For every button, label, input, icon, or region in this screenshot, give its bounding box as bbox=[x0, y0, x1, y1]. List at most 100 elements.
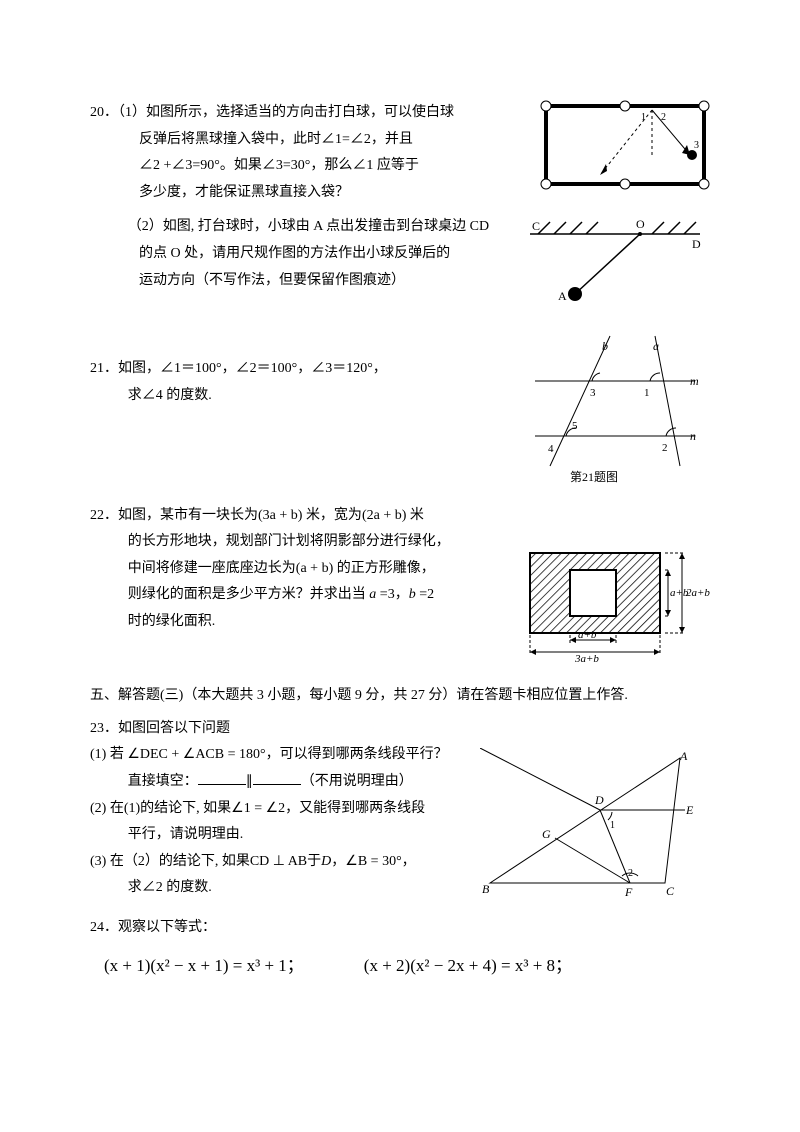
q20-p2l2: 的点 O 处，请用尺规作图的方法作出小球反弹后的 bbox=[90, 241, 510, 268]
svg-text:E: E bbox=[685, 803, 694, 817]
q24-num: 24． bbox=[90, 920, 118, 935]
svg-text:F: F bbox=[624, 885, 633, 898]
q23-p2c: ，又能得到哪两条线段 bbox=[285, 801, 425, 816]
q23-p3f: ∠B bbox=[345, 854, 367, 869]
q23-p3g: = 30°， bbox=[367, 854, 416, 869]
q24-eq2: (x + 2)(x² − 2x + 4) = x³ + 8； bbox=[364, 950, 572, 982]
q24-l0: 观察以下等式： bbox=[118, 920, 216, 935]
q22-l3c: 的正方形雕像， bbox=[333, 561, 435, 576]
q23-fig: A B C D E F G 1 2 bbox=[470, 742, 710, 909]
q22-l4d: b bbox=[409, 587, 416, 602]
q22-l1e: 米 bbox=[406, 508, 424, 523]
q23-p3a: (3) 在（2）的结论下, 如果 bbox=[90, 854, 250, 869]
q23-l0: 如图回答以下问题 bbox=[118, 721, 230, 736]
q23-p3e: ， bbox=[331, 854, 345, 869]
q23-p2a: (2) 在(1)的结论下, 如果 bbox=[90, 801, 231, 816]
svg-text:第21题图: 第21题图 bbox=[570, 470, 618, 484]
q21-l1: 如图，∠1＝100°，∠2＝100°，∠3＝120°， bbox=[118, 361, 387, 376]
svg-text:5: 5 bbox=[572, 420, 578, 432]
q21-l2: 求∠4 的度数. bbox=[90, 383, 500, 410]
q22-text: 22．如图，某市有一块长为(3a + b) 米，宽为(2a + b) 米 的长方… bbox=[90, 503, 510, 636]
q20-fig2: C O D A bbox=[510, 214, 710, 320]
svg-text:1: 1 bbox=[641, 112, 646, 123]
svg-text:G: G bbox=[542, 827, 551, 841]
q22-l3b: (a + b) bbox=[296, 561, 333, 576]
q23-p3h: 求∠2 的度数. bbox=[90, 875, 470, 902]
section5-heading: 五、解答题(三)（本大题共 3 小题，每小题 9 分，共 27 分）请在答题卡相… bbox=[90, 683, 710, 710]
q23: (1) 若 ∠DEC + ∠ACB = 180°，可以得到哪两条线段平行？ 直接… bbox=[90, 742, 710, 909]
q24-eqs: (x + 1)(x² − x + 1) = x³ + 1； (x + 2)(x²… bbox=[90, 950, 710, 982]
q22-l4e: =2 bbox=[416, 587, 434, 602]
q20-p1l2: 反弹后将黑球撞入袋中，此时∠1=∠2，并且 bbox=[90, 127, 530, 154]
q23-blank2[interactable] bbox=[253, 770, 301, 785]
svg-text:1: 1 bbox=[610, 820, 615, 831]
q22-l1a: 如图，某市有一块长为 bbox=[118, 508, 258, 523]
q24-eq1: (x + 1)(x² − x + 1) = x³ + 1； bbox=[104, 950, 304, 982]
svg-text:n: n bbox=[690, 429, 696, 443]
svg-text:2: 2 bbox=[661, 112, 666, 123]
q23-p2d: 平行，请说明理由. bbox=[90, 822, 470, 849]
svg-text:3a+b: 3a+b bbox=[574, 653, 599, 663]
q23-p3c: 于 bbox=[307, 854, 321, 869]
q20-p1l1: （1）如图所示，选择适当的方向击打白球，可以使白球 bbox=[118, 105, 454, 120]
svg-text:A: A bbox=[679, 749, 688, 763]
svg-text:C: C bbox=[532, 219, 540, 233]
q20-text2: （2）如图, 打台球时，小球由 A 点出发撞击到台球桌边 CD 的点 O 处，请… bbox=[90, 214, 510, 294]
q23-sep: ∥ bbox=[246, 774, 253, 789]
q23-p3d: D bbox=[321, 854, 331, 869]
q23-p2b: ∠1 = ∠2 bbox=[231, 801, 285, 816]
q23-head: 23．如图回答以下问题 bbox=[90, 716, 710, 743]
q21-num: 21． bbox=[90, 361, 118, 376]
svg-text:b: b bbox=[602, 339, 608, 353]
q23-p1d: 直接填空： bbox=[128, 774, 198, 789]
q20-num: 20． bbox=[90, 105, 118, 120]
q23-p1e: （不用说明理由） bbox=[301, 774, 413, 789]
q23-num: 23． bbox=[90, 721, 118, 736]
q20-part1: 20．（1）如图所示，选择适当的方向击打白球，可以使白球 反弹后将黑球撞入袋中，… bbox=[90, 100, 710, 206]
svg-text:a+b: a+b bbox=[578, 629, 597, 641]
svg-text:B: B bbox=[482, 882, 490, 896]
q22-l2: 的长方形地块，规划部门计划将阴影部分进行绿化， bbox=[90, 529, 510, 556]
q22-l4c: =3， bbox=[376, 587, 408, 602]
svg-text:3: 3 bbox=[590, 387, 596, 399]
q22-l1d: (2a + b) bbox=[362, 508, 406, 523]
svg-text:2: 2 bbox=[628, 868, 633, 879]
q20-p2l3: 运动方向（不写作法，但要保留作图痕迹） bbox=[90, 268, 510, 295]
q20-part2: （2）如图, 打台球时，小球由 A 点出发撞击到台球桌边 CD 的点 O 处，请… bbox=[90, 214, 710, 320]
svg-text:A: A bbox=[558, 289, 567, 303]
q20-p2l1: （2）如图, 打台球时，小球由 A 点出发撞击到台球桌边 CD bbox=[90, 214, 510, 241]
q22-l5: 时的绿化面积. bbox=[90, 609, 510, 636]
q23-p1b: ∠DEC + ∠ACB = 180° bbox=[127, 747, 265, 762]
q20-p1l3: ∠2 +∠3=90°。如果∠3=30°，那么∠1 应等于 bbox=[90, 153, 530, 180]
svg-text:4: 4 bbox=[548, 443, 554, 455]
svg-text:D: D bbox=[594, 793, 604, 807]
svg-text:1: 1 bbox=[644, 387, 650, 399]
svg-text:2a+b: 2a+b bbox=[686, 587, 710, 599]
q22-l1b: (3a + b) bbox=[258, 508, 302, 523]
q21-text: 21．如图，∠1＝100°，∠2＝100°，∠3＝120°， 求∠4 的度数. bbox=[90, 326, 500, 409]
q23-p1c: ，可以得到哪两条线段平行？ bbox=[266, 747, 448, 762]
svg-text:O: O bbox=[636, 217, 645, 231]
q23-text: (1) 若 ∠DEC + ∠ACB = 180°，可以得到哪两条线段平行？ 直接… bbox=[90, 742, 470, 902]
svg-text:D: D bbox=[692, 237, 701, 251]
q23-p3b: CD ⊥ AB bbox=[250, 854, 307, 869]
q22: 22．如图，某市有一块长为(3a + b) 米，宽为(2a + b) 米 的长方… bbox=[90, 503, 710, 674]
q22-l1c: 米，宽为 bbox=[302, 508, 362, 523]
svg-text:3: 3 bbox=[694, 140, 699, 151]
q23-p1a: (1) 若 bbox=[90, 747, 124, 762]
q22-l4a: 则绿化的面积是多少平方米？并求出当 bbox=[128, 587, 370, 602]
q24: 24．观察以下等式： bbox=[90, 915, 710, 942]
svg-text:2: 2 bbox=[662, 442, 668, 454]
q22-num: 22． bbox=[90, 508, 118, 523]
q21: 21．如图，∠1＝100°，∠2＝100°，∠3＝120°， 求∠4 的度数. … bbox=[90, 326, 710, 497]
q21-fig: m n a b 1 2 3 5 4 第21题图 bbox=[500, 326, 710, 497]
svg-text:a: a bbox=[653, 339, 659, 353]
q23-blank1[interactable] bbox=[198, 770, 246, 785]
svg-text:C: C bbox=[666, 884, 675, 898]
q20-text1: 20．（1）如图所示，选择适当的方向击打白球，可以使白球 反弹后将黑球撞入袋中，… bbox=[90, 100, 530, 206]
q22-l3a: 中间将修建一座底座边长为 bbox=[128, 561, 296, 576]
q20-fig1: 1 2 3 bbox=[530, 100, 710, 201]
q22-fig: a+b 2a+b a+b 3a+b bbox=[510, 503, 710, 674]
q20-p1l4: 多少度，才能保证黑球直接入袋？ bbox=[90, 180, 530, 207]
svg-text:m: m bbox=[690, 374, 699, 388]
